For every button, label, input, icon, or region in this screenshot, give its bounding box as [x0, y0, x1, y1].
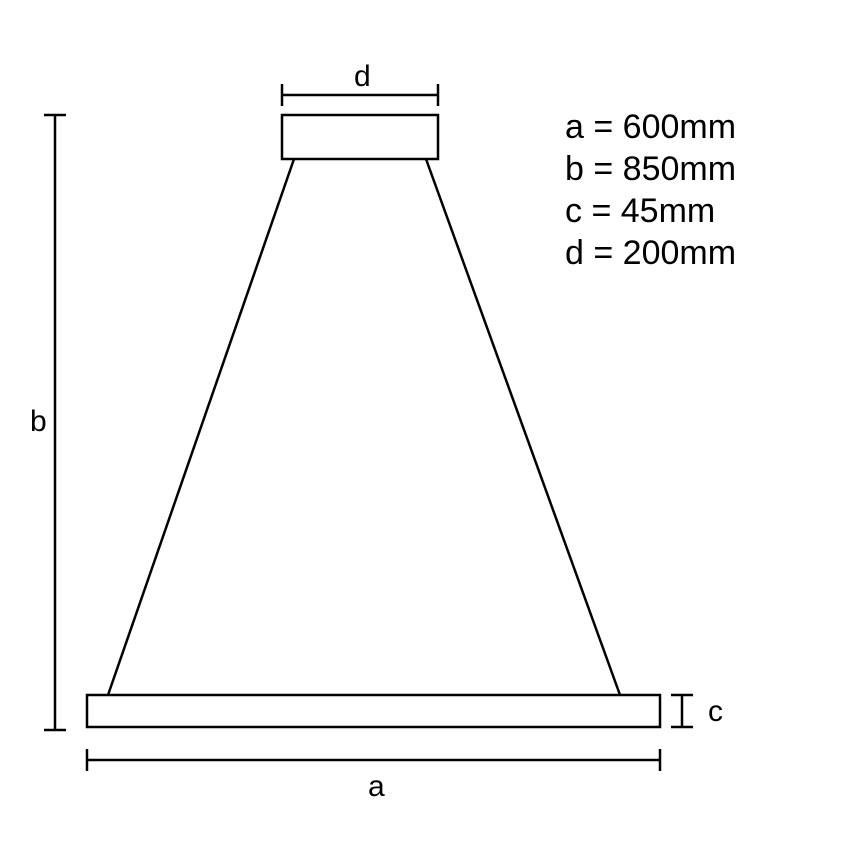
dim-label-d: d: [354, 60, 371, 94]
legend-line-b: b = 850mm: [565, 148, 736, 190]
dim-label-c: c: [708, 695, 723, 729]
legend-line-c: c = 45mm: [565, 190, 736, 232]
wire-left: [108, 159, 294, 695]
dimensions-legend: a = 600mm b = 850mm c = 45mm d = 200mm: [565, 106, 736, 274]
dim-label-b: b: [30, 405, 47, 439]
diagram-canvas: d b a c a = 600mm b = 850mm c = 45mm d =…: [0, 0, 868, 868]
dim-label-a: a: [368, 770, 385, 804]
legend-line-d: d = 200mm: [565, 232, 736, 274]
ceiling-mount: [282, 115, 438, 159]
drawing-svg: [0, 0, 868, 868]
legend-line-a: a = 600mm: [565, 106, 736, 148]
lamp-base: [87, 695, 660, 727]
